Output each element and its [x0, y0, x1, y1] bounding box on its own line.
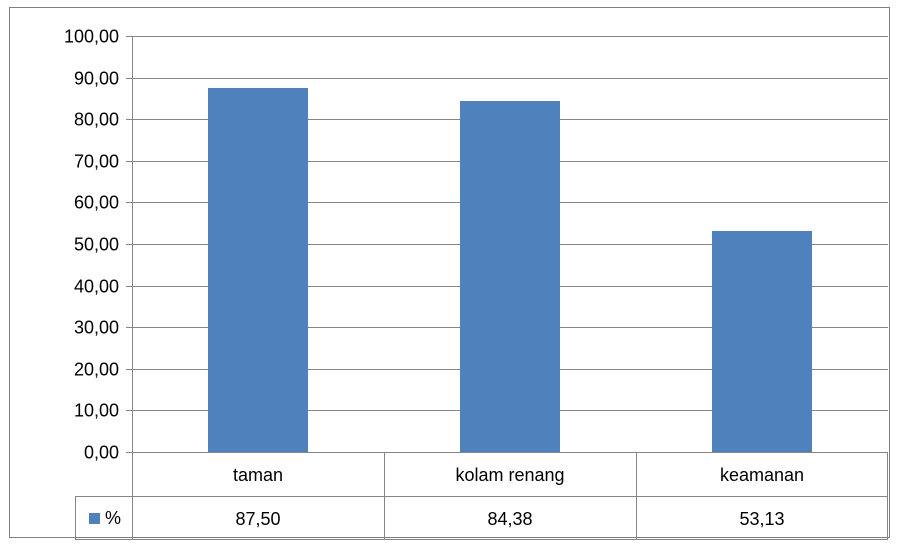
y-tick-label: 40,00 — [74, 277, 119, 297]
bars — [208, 88, 812, 453]
data-table: % taman 87,50 kolam renang 84,38 keamanan 53,… — [75, 36, 888, 540]
y-tick-label: 20,00 — [74, 360, 119, 380]
y-tick-label: 0,00 — [84, 443, 119, 463]
y-tick-label: 90,00 — [74, 69, 119, 89]
category-label: keamanan — [720, 465, 804, 485]
y-tick-label: 10,00 — [74, 401, 119, 421]
value-label: 84,38 — [487, 509, 532, 529]
bar — [208, 88, 308, 452]
category-label: kolam renang — [455, 465, 564, 485]
y-tick-label: 60,00 — [74, 193, 119, 213]
y-axis-tick-labels: 0,00 10,00 20,00 30,00 40,00 50,00 60,00 70,00 8… — [64, 27, 119, 463]
y-tick-label: 70,00 — [74, 152, 119, 172]
legend-key-swatch — [89, 513, 100, 524]
value-label: 87,50 — [235, 509, 280, 529]
y-tick-label: 30,00 — [74, 318, 119, 338]
y-tick-label: 50,00 — [74, 235, 119, 255]
y-tick-label: 80,00 — [74, 110, 119, 130]
bar — [460, 100, 560, 453]
legend-series-label: % — [105, 508, 121, 528]
category-label: taman — [233, 465, 283, 485]
bar — [712, 230, 812, 452]
y-tick-label: 100,00 — [64, 27, 119, 47]
value-label: 53,13 — [739, 509, 784, 529]
